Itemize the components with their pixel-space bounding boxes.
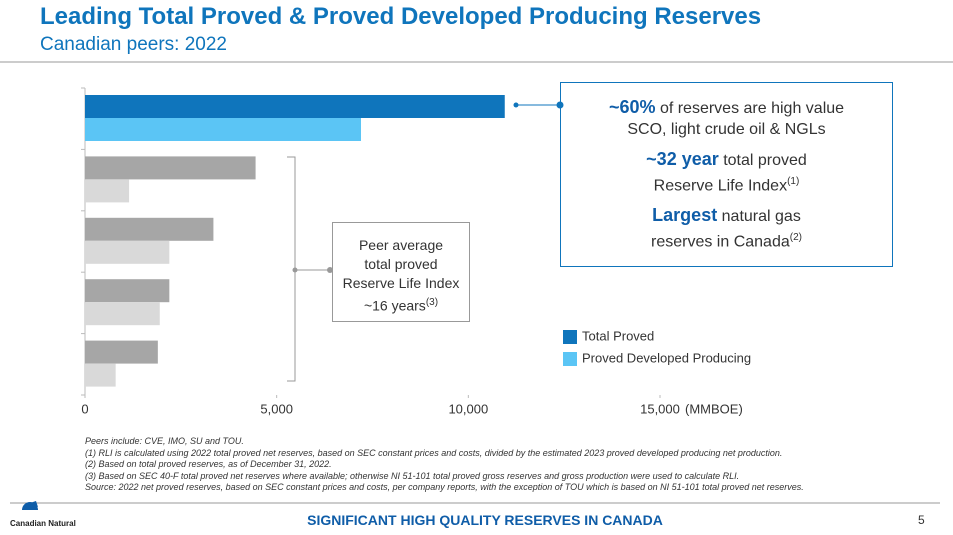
x-tick-label: 15,000 bbox=[640, 401, 680, 416]
bar bbox=[85, 217, 214, 241]
connector-dot bbox=[292, 267, 298, 273]
peer-text: Peer average bbox=[358, 237, 444, 253]
peer-text: Reserve Life Index bbox=[342, 275, 460, 291]
legend-label: Proved Developed Producing bbox=[582, 350, 751, 365]
footnote: (2) Based on total proved reserves, as o… bbox=[85, 459, 332, 470]
x-unit: (MMBOE) bbox=[685, 401, 743, 416]
bar bbox=[85, 240, 170, 264]
highlight-line: ~32 year total proved bbox=[561, 149, 892, 171]
footer-text: SIGNIFICANT HIGH QUALITY RESERVES IN CAN… bbox=[307, 512, 663, 528]
bar bbox=[85, 118, 361, 141]
x-tick-label: 5,000 bbox=[260, 401, 293, 416]
footnote: (1) RLI is calculated using 2022 total p… bbox=[85, 447, 783, 458]
footnote: Peers include: CVE, IMO, SU and TOU. bbox=[85, 436, 244, 446]
peer-box: Peer average total proved Reserve Life Ind… bbox=[332, 222, 470, 322]
highlight-text: reserves in Canada bbox=[651, 233, 790, 251]
highlight-line: Reserve Life Index(1) bbox=[561, 171, 892, 196]
footnote-ref: (2) bbox=[789, 232, 802, 244]
highlight-line: SCO, light crude oil & NGLs bbox=[561, 119, 892, 140]
footnote: (3) Based on SEC 40-F total proved net r… bbox=[85, 470, 740, 481]
footnote-ref: (1) bbox=[787, 176, 800, 187]
highlight-bold: ~60% bbox=[608, 97, 656, 117]
connector-dot bbox=[327, 267, 333, 273]
bar bbox=[85, 302, 160, 326]
highlight-bold: ~32 year bbox=[646, 149, 719, 169]
highlight-text: of reserves are high value bbox=[659, 100, 845, 117]
bar bbox=[85, 363, 116, 387]
footnotes: Peers include: CVE, IMO, SU and TOU. (1) … bbox=[85, 436, 804, 494]
logo-text: Canadian Natural bbox=[10, 519, 76, 528]
peer-line: Peer average bbox=[333, 236, 469, 255]
x-tick-label: 0 bbox=[81, 401, 88, 416]
footnote: Source: 2022 net proved reserves, based … bbox=[85, 482, 804, 493]
bar bbox=[85, 156, 256, 180]
bar bbox=[85, 279, 170, 303]
highlight-bold: Largest bbox=[652, 205, 718, 226]
legend-swatch bbox=[563, 330, 577, 344]
peer-line: Reserve Life Index bbox=[333, 274, 469, 293]
legend-swatch bbox=[563, 352, 577, 366]
highlight-line: reserves in Canada(2) bbox=[561, 227, 892, 252]
x-tick-label: 10,000 bbox=[448, 401, 488, 416]
bar bbox=[85, 95, 505, 118]
highlight-line: ~60% of reserves are high value bbox=[561, 97, 892, 119]
peer-line: ~16 years(3) bbox=[333, 293, 469, 316]
peer-text: total proved bbox=[364, 256, 438, 272]
subtitle: Canadian peers: 2022 bbox=[40, 34, 227, 55]
connector-dot bbox=[513, 102, 519, 108]
page-number: 5 bbox=[918, 513, 925, 527]
peer-text: ~16 years bbox=[363, 297, 426, 314]
title: Leading Total Proved & Proved Developed … bbox=[40, 3, 762, 30]
bar bbox=[85, 340, 158, 364]
highlight-line: Largest natural gas bbox=[561, 205, 892, 227]
highlight: Largest natural gas reserves in Canada(2) bbox=[561, 205, 892, 252]
highlight-text: total proved bbox=[723, 152, 807, 169]
bar bbox=[85, 179, 130, 203]
highlight-text: SCO, light crude oil & NGLs bbox=[627, 121, 826, 138]
footnote-ref: (3) bbox=[425, 297, 439, 308]
highlight: ~32 year total proved Reserve Life Index(… bbox=[561, 149, 892, 196]
legend-label: Total Proved bbox=[582, 328, 654, 343]
callout-box: ~60% of reserves are high value SCO, ligh… bbox=[560, 82, 893, 267]
peer-line: total proved bbox=[333, 255, 469, 274]
highlight-text: Reserve Life Index bbox=[653, 177, 788, 195]
highlight: ~60% of reserves are high value SCO, ligh… bbox=[561, 97, 892, 140]
logo-icon bbox=[22, 501, 38, 510]
highlight-text: natural gas bbox=[721, 208, 801, 226]
